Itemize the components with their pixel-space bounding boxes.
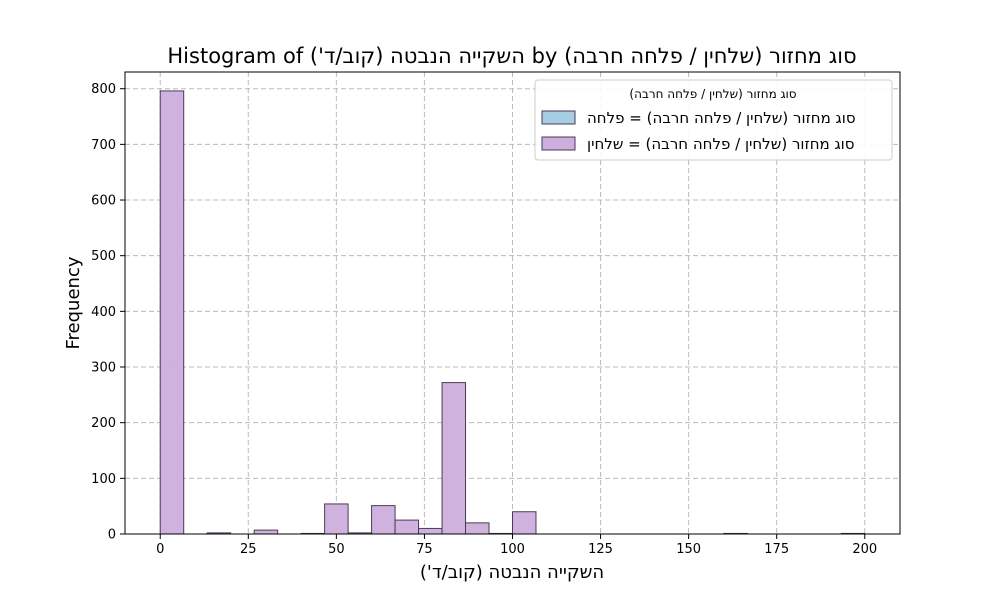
y-tick-label: 600 (91, 194, 116, 209)
x-tick-label: 25 (240, 542, 257, 557)
y-tick-label: 800 (91, 82, 116, 97)
histogram-bar (324, 503, 349, 535)
histogram-bar (159, 90, 185, 535)
y-tick-label: 200 (91, 416, 116, 431)
legend-title: סוג מחזור (שלחין / פלחה חרבה) (629, 87, 796, 101)
y-tick-label: 300 (91, 361, 116, 376)
histogram-bar (418, 527, 443, 535)
chart-title: Histogram of השקייה הנבטה (קוב/ד') by סו… (167, 44, 856, 68)
histogram-bar (512, 511, 537, 535)
legend-label: סוג מחזור (שלחין / פלחה חרבה) = שלחין (587, 135, 854, 153)
legend-swatch (541, 110, 576, 125)
legend-label: סוג מחזור (שלחין / פלחה חרבה) = פלחה (587, 109, 856, 127)
legend-entries: סוג מחזור (שלחין / פלחה חרבה) = פלחה סוג … (541, 109, 856, 153)
histogram-bar (441, 382, 467, 535)
y-axis-title: Frequency (63, 256, 84, 349)
histogram-bar (465, 522, 490, 535)
x-tick-label: 0 (156, 542, 164, 557)
x-tick-label: 50 (328, 542, 345, 557)
y-axis-ticks: 0 100 200 300 400 500 600 700 800 (91, 82, 125, 543)
legend-box (534, 79, 893, 161)
histogram-bar (394, 519, 420, 535)
x-axis-ticks: 0 25 50 75 100 125 150 175 200 (156, 534, 877, 557)
histogram-bar (371, 505, 396, 535)
y-tick-label: 0 (108, 528, 116, 543)
x-tick-label: 75 (416, 542, 433, 557)
x-tick-label: 125 (588, 542, 613, 557)
y-tick-label: 400 (91, 305, 116, 320)
y-tick-label: 100 (91, 472, 116, 487)
x-tick-label: 200 (852, 542, 877, 557)
x-axis-title: השקייה הנבטה (קוב/ד') (420, 562, 604, 583)
x-tick-label: 150 (676, 542, 701, 557)
legend-swatch (541, 136, 576, 151)
y-tick-label: 700 (91, 138, 116, 153)
x-tick-label: 175 (764, 542, 789, 557)
histogram-bar (253, 529, 279, 535)
legend: סוג מחזור (שלחין / פלחה חרבה) סוג מחזור … (534, 79, 893, 161)
y-tick-label: 500 (91, 249, 116, 264)
x-tick-label: 100 (500, 542, 525, 557)
